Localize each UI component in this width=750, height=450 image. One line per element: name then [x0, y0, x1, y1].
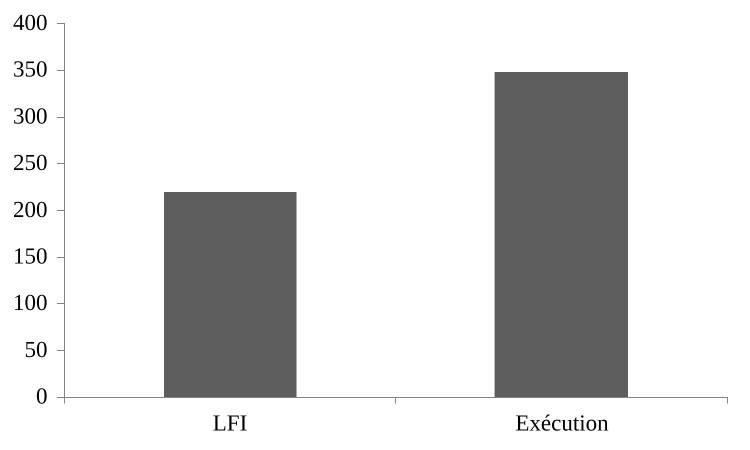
- svg-text:0: 0: [36, 384, 48, 409]
- svg-text:Exécution: Exécution: [515, 411, 609, 436]
- svg-text:250: 250: [13, 150, 48, 175]
- svg-text:50: 50: [25, 337, 48, 362]
- svg-text:400: 400: [13, 10, 48, 35]
- svg-text:100: 100: [13, 290, 48, 315]
- svg-text:150: 150: [13, 244, 48, 269]
- svg-text:200: 200: [13, 197, 48, 222]
- svg-text:LFI: LFI: [213, 411, 248, 436]
- svg-text:350: 350: [13, 57, 48, 82]
- svg-text:300: 300: [13, 104, 48, 129]
